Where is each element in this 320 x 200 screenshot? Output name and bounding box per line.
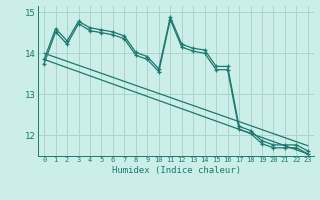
X-axis label: Humidex (Indice chaleur): Humidex (Indice chaleur) [111, 166, 241, 175]
